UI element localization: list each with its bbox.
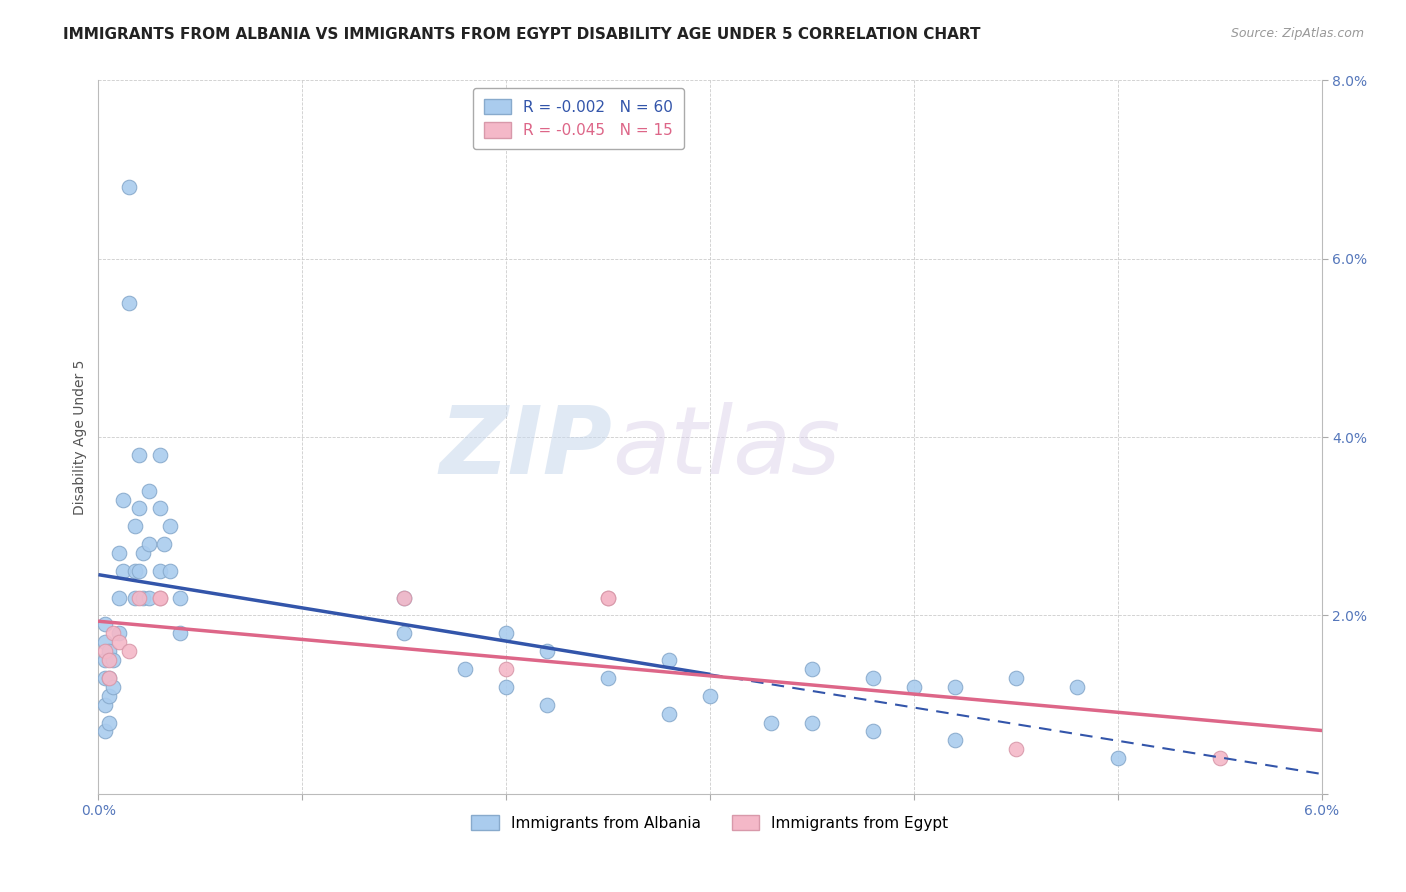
Point bbox=[392, 626, 416, 640]
Point bbox=[97, 671, 120, 685]
Legend: Immigrants from Albania, Immigrants from Egypt: Immigrants from Albania, Immigrants from… bbox=[463, 805, 957, 839]
Point bbox=[149, 591, 172, 605]
Point bbox=[658, 653, 681, 667]
Point bbox=[118, 180, 141, 194]
Point bbox=[111, 564, 134, 578]
Point bbox=[943, 733, 966, 747]
Point bbox=[93, 671, 115, 685]
Point bbox=[392, 591, 416, 605]
Point bbox=[536, 698, 558, 712]
Point bbox=[1107, 751, 1129, 765]
Point bbox=[138, 537, 160, 551]
Point bbox=[943, 680, 966, 694]
Point bbox=[1004, 742, 1026, 756]
Point bbox=[124, 519, 146, 533]
Text: atlas: atlas bbox=[612, 402, 841, 493]
Point bbox=[495, 626, 517, 640]
Point bbox=[801, 715, 824, 730]
Point bbox=[108, 635, 131, 649]
Point bbox=[138, 483, 160, 498]
Point bbox=[97, 644, 120, 658]
Point bbox=[93, 635, 115, 649]
Point bbox=[93, 617, 115, 632]
Point bbox=[128, 564, 150, 578]
Point bbox=[97, 671, 120, 685]
Point bbox=[598, 671, 620, 685]
Point bbox=[111, 492, 134, 507]
Point bbox=[454, 662, 477, 676]
Point bbox=[101, 653, 124, 667]
Point bbox=[93, 644, 115, 658]
Point bbox=[699, 689, 721, 703]
Point bbox=[862, 724, 884, 739]
Point bbox=[392, 591, 416, 605]
Point bbox=[495, 680, 517, 694]
Point bbox=[761, 715, 783, 730]
Point bbox=[108, 591, 131, 605]
Point bbox=[152, 537, 174, 551]
Point bbox=[495, 662, 517, 676]
Point bbox=[159, 519, 181, 533]
Point bbox=[97, 715, 120, 730]
Point bbox=[101, 626, 124, 640]
Text: ZIP: ZIP bbox=[439, 401, 612, 494]
Point bbox=[1004, 671, 1026, 685]
Point bbox=[536, 644, 558, 658]
Point bbox=[124, 591, 146, 605]
Point bbox=[118, 296, 141, 310]
Point bbox=[97, 689, 120, 703]
Point bbox=[598, 591, 620, 605]
Point bbox=[132, 546, 155, 560]
Point bbox=[801, 662, 824, 676]
Point bbox=[128, 591, 150, 605]
Point bbox=[124, 564, 146, 578]
Point bbox=[97, 653, 120, 667]
Point bbox=[93, 698, 115, 712]
Point bbox=[132, 591, 155, 605]
Point bbox=[118, 644, 141, 658]
Point bbox=[1208, 751, 1232, 765]
Point bbox=[93, 724, 115, 739]
Point bbox=[159, 564, 181, 578]
Point bbox=[598, 591, 620, 605]
Point bbox=[903, 680, 925, 694]
Y-axis label: Disability Age Under 5: Disability Age Under 5 bbox=[73, 359, 87, 515]
Text: Source: ZipAtlas.com: Source: ZipAtlas.com bbox=[1230, 27, 1364, 40]
Point bbox=[101, 680, 124, 694]
Point bbox=[149, 501, 172, 516]
Point bbox=[138, 591, 160, 605]
Point bbox=[149, 564, 172, 578]
Point bbox=[128, 501, 150, 516]
Point bbox=[149, 448, 172, 462]
Point bbox=[108, 626, 131, 640]
Point bbox=[862, 671, 884, 685]
Point bbox=[149, 591, 172, 605]
Point bbox=[128, 448, 150, 462]
Point bbox=[108, 546, 131, 560]
Point bbox=[169, 626, 191, 640]
Point bbox=[93, 653, 115, 667]
Point bbox=[169, 591, 191, 605]
Point bbox=[1066, 680, 1088, 694]
Point bbox=[658, 706, 681, 721]
Text: IMMIGRANTS FROM ALBANIA VS IMMIGRANTS FROM EGYPT DISABILITY AGE UNDER 5 CORRELAT: IMMIGRANTS FROM ALBANIA VS IMMIGRANTS FR… bbox=[63, 27, 981, 42]
